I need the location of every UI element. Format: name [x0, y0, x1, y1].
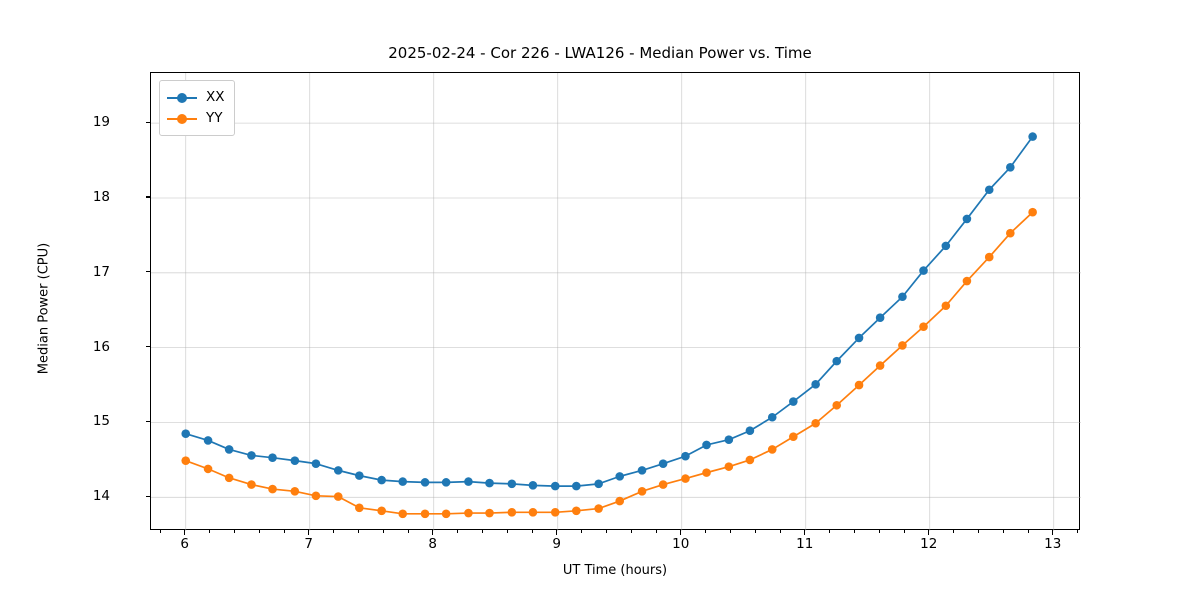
- x-minor-tick-mark: [878, 530, 880, 533]
- x-minor-tick-mark: [432, 530, 434, 533]
- y-tick-mark: [146, 420, 150, 423]
- plot-svg: [151, 73, 1081, 531]
- y-tick-mark: [146, 495, 150, 497]
- legend-dot-xx: [177, 92, 187, 103]
- x-minor-tick-mark: [977, 530, 979, 533]
- y-tick-mark: [146, 271, 150, 273]
- x-tick-label: 6: [180, 536, 190, 552]
- x-minor-tick-mark: [258, 530, 260, 533]
- x-minor-tick-mark: [283, 530, 285, 533]
- page-title: 2025-02-24 - Cor 226 - LWA126 - Median P…: [388, 44, 812, 62]
- x-minor-tick-mark: [1052, 530, 1054, 533]
- x-tick-label: 11: [796, 536, 814, 552]
- legend-label-yy: YY: [206, 109, 223, 126]
- x-minor-tick-mark: [581, 530, 582, 533]
- x-tick-label: 9: [552, 536, 562, 552]
- y-tick-mark: [146, 346, 150, 348]
- x-minor-tick-mark: [928, 530, 930, 533]
- y-axis-label: Median Power (CPU): [36, 242, 52, 375]
- x-tick-label: 7: [304, 536, 314, 552]
- x-minor-tick-mark: [308, 530, 310, 533]
- x-minor-tick-mark: [457, 530, 458, 533]
- legend-label-xx: XX: [206, 88, 225, 105]
- x-minor-tick-mark: [382, 530, 384, 533]
- x-minor-tick-mark: [407, 530, 409, 533]
- x-minor-tick-mark: [630, 530, 632, 533]
- x-minor-tick-mark: [729, 530, 731, 533]
- y-tick-label: 14: [92, 488, 110, 505]
- x-minor-tick-mark: [853, 530, 855, 533]
- chart-legend: XX YY: [159, 80, 235, 136]
- x-minor-tick-mark: [556, 530, 558, 533]
- y-tick-label: 16: [92, 338, 110, 355]
- x-tick-label: 13: [1044, 536, 1062, 552]
- legend-item-xx[interactable]: XX: [167, 87, 225, 108]
- x-minor-tick-mark: [357, 530, 359, 533]
- x-minor-tick-mark: [779, 530, 781, 533]
- x-minor-tick-mark: [1077, 530, 1078, 533]
- plot-area: [150, 72, 1081, 531]
- y-tick-label: 17: [92, 263, 110, 280]
- y-tick-mark: [146, 196, 150, 198]
- x-minor-tick-mark: [1027, 530, 1029, 533]
- x-minor-tick-mark: [506, 530, 508, 533]
- x-minor-tick-mark: [655, 530, 657, 533]
- y-tick-label: 19: [92, 114, 110, 131]
- x-tick-label: 8: [428, 536, 438, 552]
- x-minor-tick-mark: [804, 530, 806, 533]
- x-minor-tick-mark: [829, 530, 830, 533]
- y-tick-mark: [146, 121, 150, 123]
- legend-swatch-xx: [167, 92, 197, 104]
- y-tick-label: 15: [92, 413, 110, 430]
- x-minor-tick-mark: [233, 530, 235, 533]
- x-tick-label: 10: [672, 536, 690, 552]
- x-minor-tick-mark: [333, 530, 334, 533]
- x-minor-tick-mark: [953, 530, 954, 533]
- y-tick-label: 18: [92, 188, 110, 205]
- x-axis-label: UT Time (hours): [562, 563, 668, 578]
- x-minor-tick-mark: [1002, 530, 1004, 533]
- x-minor-tick-mark: [531, 530, 533, 533]
- x-minor-tick-mark: [754, 530, 756, 533]
- x-minor-tick-mark: [209, 530, 210, 533]
- x-minor-tick-mark: [680, 530, 682, 533]
- legend-swatch-yy: [167, 113, 197, 125]
- x-tick-label: 12: [920, 536, 938, 552]
- x-minor-tick-mark: [705, 530, 706, 533]
- x-minor-tick-mark: [903, 530, 905, 533]
- legend-dot-yy: [177, 113, 187, 124]
- x-minor-tick-mark: [159, 530, 161, 533]
- x-minor-tick-mark: [605, 530, 607, 533]
- legend-item-yy[interactable]: YY: [167, 108, 225, 129]
- x-minor-tick-mark: [184, 530, 186, 533]
- x-minor-tick-mark: [481, 530, 483, 533]
